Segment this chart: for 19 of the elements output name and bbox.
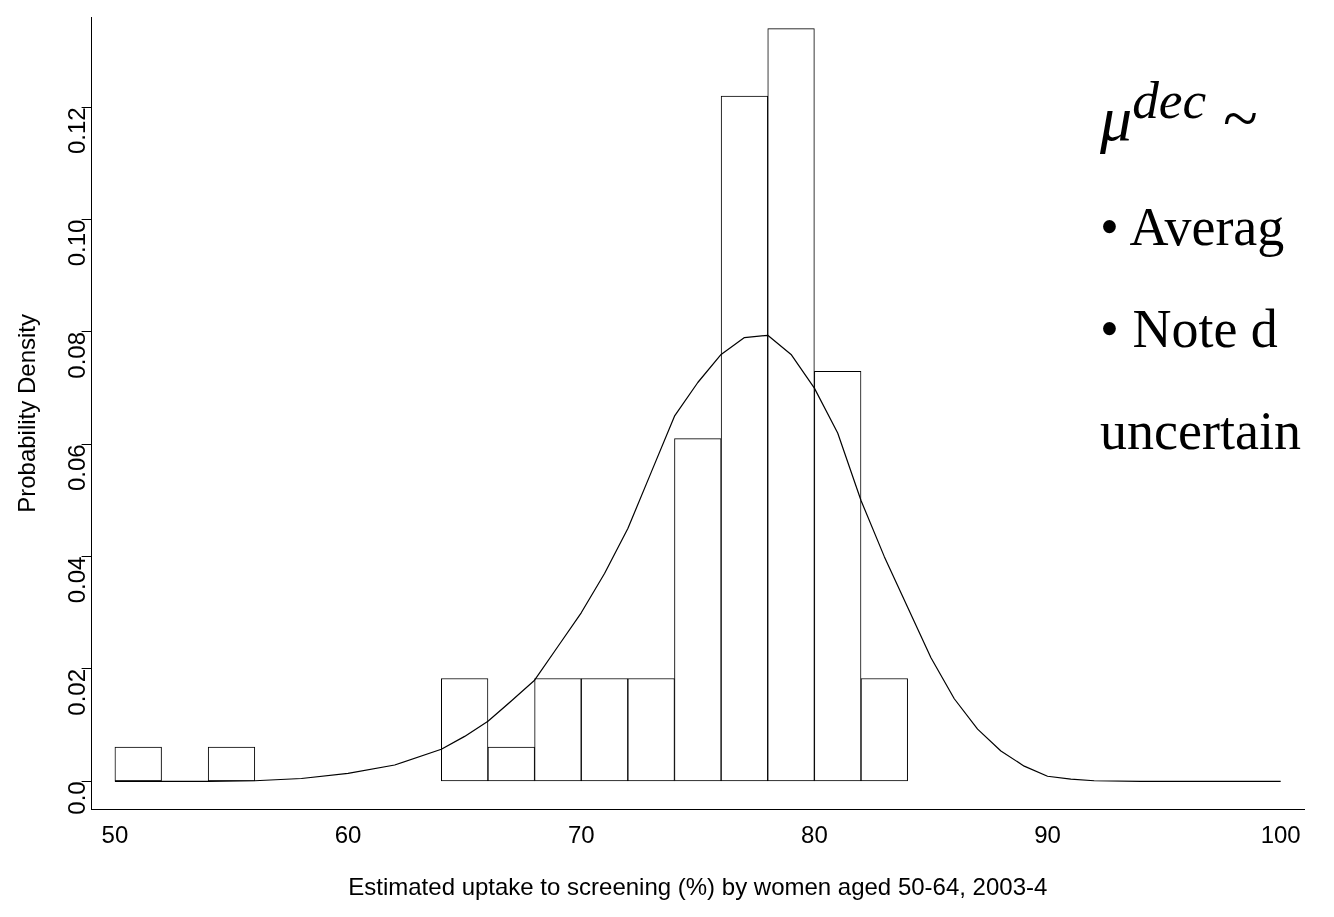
y-axis-title: Probability Density (13, 314, 41, 513)
annotation: • Averag (1100, 195, 1286, 259)
annotation: μ$^{dec}$ ~ (1100, 70, 1258, 156)
y-tick-label: 0.02 (63, 668, 91, 716)
y-tick-label: 0.08 (63, 331, 91, 379)
x-tick-label: 80 (801, 821, 828, 849)
y-tick-label: 0.04 (63, 556, 91, 604)
x-tick-label: 50 (101, 821, 129, 849)
x-tick-label: 70 (567, 821, 595, 849)
x-tick-label: 100 (1260, 821, 1301, 849)
y-tick-label: 0.0 (63, 781, 91, 815)
y-tick-label: 0.10 (63, 219, 91, 267)
x-tick-label: 60 (334, 821, 362, 849)
x-axis-title: Estimated uptake to screening (%) by women aged 50-64, 2003-4 (348, 873, 1048, 901)
x-tick-label: 90 (1034, 821, 1061, 849)
y-tick-label: 0.06 (63, 444, 91, 492)
annotation: • Note d (1100, 298, 1279, 361)
annotation: uncertain (1100, 400, 1302, 463)
y-tick-label: 0.12 (63, 107, 91, 154)
